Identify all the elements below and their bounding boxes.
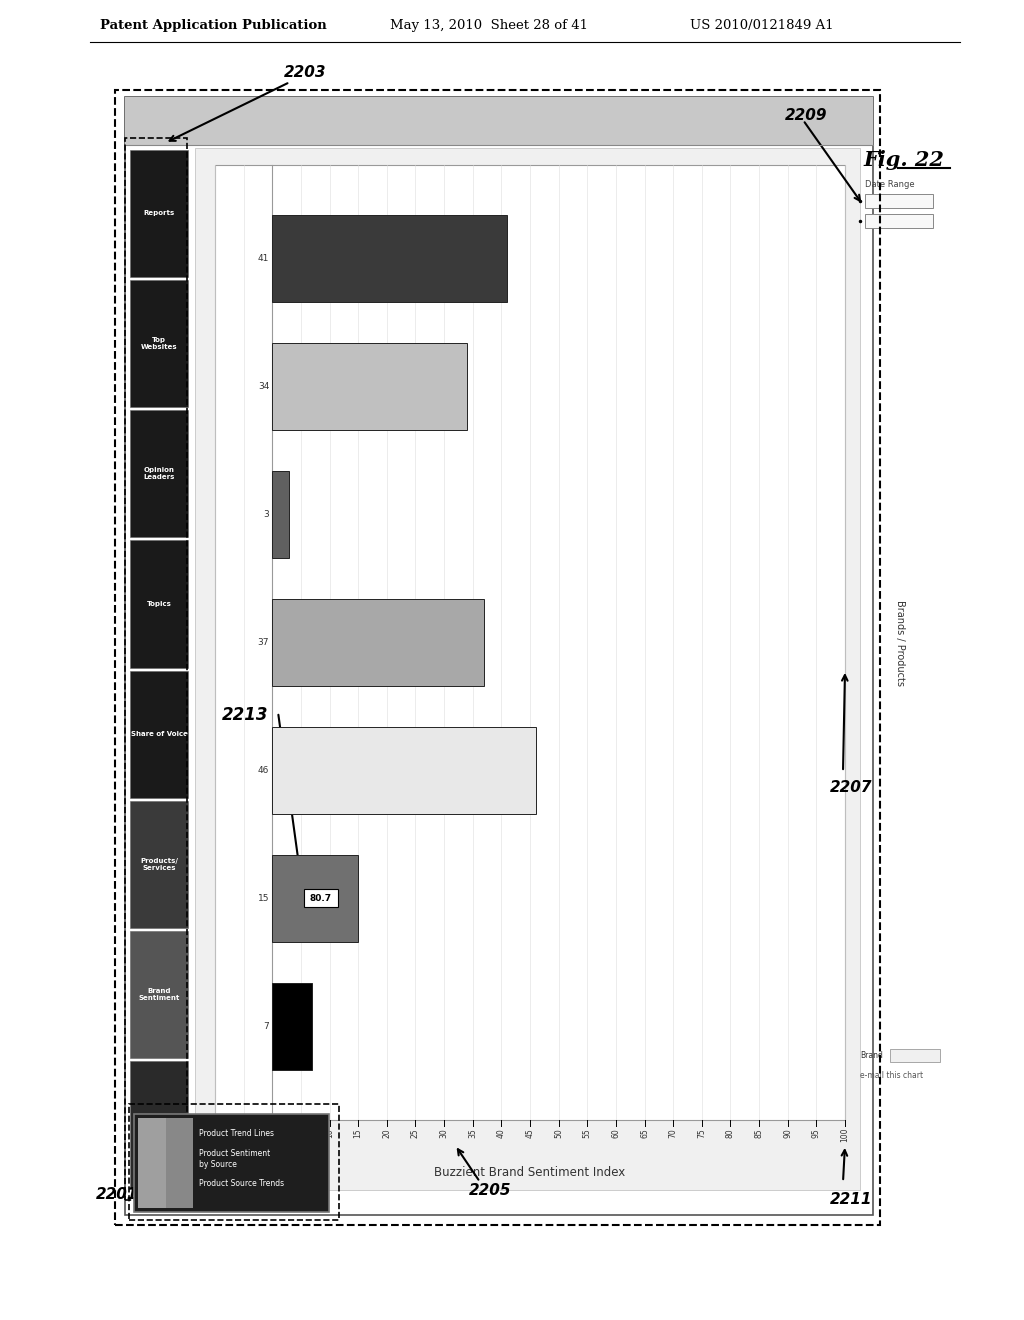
Bar xyxy=(138,1118,166,1208)
Bar xyxy=(865,214,933,228)
Text: -10: -10 xyxy=(211,1129,219,1140)
Text: 41: 41 xyxy=(258,255,269,264)
Text: 90: 90 xyxy=(783,1129,793,1138)
Text: 2211: 2211 xyxy=(830,1192,872,1208)
Text: 15: 15 xyxy=(258,894,269,903)
Text: Patent Application Publication: Patent Application Publication xyxy=(100,20,327,33)
Text: 20: 20 xyxy=(382,1129,391,1138)
Text: May 13, 2010  Sheet 28 of 41: May 13, 2010 Sheet 28 of 41 xyxy=(390,20,588,33)
Text: Topics: Topics xyxy=(146,601,171,607)
Text: Product Trend Lines: Product Trend Lines xyxy=(199,1130,274,1138)
Bar xyxy=(130,931,188,1059)
Bar xyxy=(890,1049,940,1063)
Bar xyxy=(195,148,860,1191)
Text: -5: -5 xyxy=(240,1129,248,1135)
Bar xyxy=(272,599,484,686)
Text: 2203: 2203 xyxy=(284,65,327,81)
Text: Product Sentiment
by Source: Product Sentiment by Source xyxy=(199,1150,270,1168)
Text: 75: 75 xyxy=(697,1129,707,1138)
Text: 30: 30 xyxy=(439,1129,449,1138)
Text: 2213: 2213 xyxy=(222,706,268,723)
Bar xyxy=(303,890,338,907)
Bar xyxy=(134,1114,329,1212)
Text: 45: 45 xyxy=(525,1129,535,1138)
Bar xyxy=(272,215,507,302)
Text: 95: 95 xyxy=(812,1129,821,1138)
Text: 55: 55 xyxy=(583,1129,592,1138)
Bar xyxy=(125,96,873,145)
Bar xyxy=(130,280,188,407)
Bar xyxy=(130,1061,188,1188)
Text: 10: 10 xyxy=(325,1129,334,1138)
Text: Products/
Services: Products/ Services xyxy=(140,858,178,871)
Bar xyxy=(272,855,358,941)
Text: 50: 50 xyxy=(554,1129,563,1138)
Bar xyxy=(215,165,845,1119)
Text: 2005-01: 2005-01 xyxy=(869,197,901,206)
Text: e-mail this chart: e-mail this chart xyxy=(860,1071,923,1080)
Bar xyxy=(115,90,880,1225)
Text: 35: 35 xyxy=(468,1129,477,1138)
Text: 2205: 2205 xyxy=(469,1183,511,1199)
Text: 5: 5 xyxy=(296,1129,305,1133)
Bar xyxy=(138,1118,193,1208)
Bar xyxy=(129,1104,339,1220)
Text: Share of Voice: Share of Voice xyxy=(131,731,187,737)
Text: 80.7: 80.7 xyxy=(309,894,332,903)
Bar xyxy=(130,540,188,668)
Text: Brands / Products: Brands / Products xyxy=(895,599,905,685)
Text: Top
Websites: Top Websites xyxy=(140,337,177,350)
Bar xyxy=(125,139,187,1200)
Text: 37: 37 xyxy=(258,638,269,647)
Text: 40: 40 xyxy=(497,1129,506,1138)
Bar xyxy=(272,982,312,1069)
Text: Date Range: Date Range xyxy=(865,180,914,189)
Text: Brand
Sentiment: Brand Sentiment xyxy=(138,989,179,1001)
Bar xyxy=(130,801,188,928)
Text: 65: 65 xyxy=(640,1129,649,1138)
Text: Buzzient Brand Sentiment Index: Buzzient Brand Sentiment Index xyxy=(434,1166,626,1179)
Text: 7: 7 xyxy=(263,1022,269,1031)
Text: Brand: Brand xyxy=(860,1051,883,1060)
Bar xyxy=(125,96,873,1214)
Text: 80: 80 xyxy=(726,1129,735,1138)
Text: 15: 15 xyxy=(353,1129,362,1138)
Text: 70: 70 xyxy=(669,1129,678,1138)
Text: 34: 34 xyxy=(258,383,269,391)
Text: Reports: Reports xyxy=(143,210,175,216)
Text: Product Source Trends: Product Source Trends xyxy=(199,1180,284,1188)
Text: Overview: Overview xyxy=(140,1122,177,1127)
Bar xyxy=(130,671,188,797)
Bar xyxy=(130,149,188,277)
Text: 25: 25 xyxy=(411,1129,420,1138)
Bar xyxy=(272,727,536,814)
Text: 2003-10: 2003-10 xyxy=(869,216,901,226)
Text: audi: audi xyxy=(893,1052,909,1060)
Text: 2207: 2207 xyxy=(830,780,872,796)
Text: 3: 3 xyxy=(263,510,269,519)
Text: 2201: 2201 xyxy=(96,1187,138,1203)
Text: US 2010/0121849 A1: US 2010/0121849 A1 xyxy=(690,20,834,33)
Text: 2209: 2209 xyxy=(785,107,827,123)
Text: Fig. 22: Fig. 22 xyxy=(863,150,944,170)
Bar xyxy=(130,411,188,537)
Bar xyxy=(272,343,467,430)
Bar xyxy=(272,471,290,558)
Text: Opinion
Leaders: Opinion Leaders xyxy=(143,467,175,480)
Text: 60: 60 xyxy=(611,1129,621,1138)
Text: 85: 85 xyxy=(755,1129,764,1138)
Text: 0: 0 xyxy=(267,1129,276,1133)
Bar xyxy=(865,194,933,209)
Text: 100: 100 xyxy=(841,1129,850,1143)
Text: 46: 46 xyxy=(258,766,269,775)
